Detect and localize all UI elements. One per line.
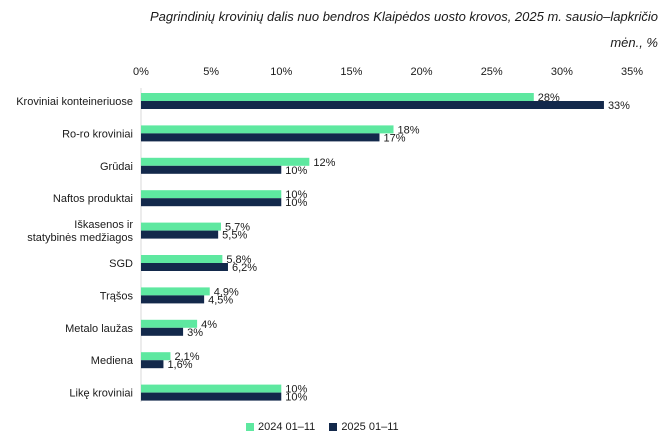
data-label: 10%: [285, 165, 307, 177]
data-label: 17%: [383, 132, 405, 144]
bar-2024: [141, 255, 223, 263]
data-label: 2,1%: [174, 351, 199, 363]
x-tick-label: 15%: [340, 66, 362, 78]
bar-2025: [141, 263, 228, 271]
legend-label-2024: 2024 01–11: [258, 421, 316, 433]
data-label: 10%: [285, 392, 307, 404]
category-label: Mediena: [91, 355, 134, 367]
x-tick-label: 10%: [270, 66, 292, 78]
category-label: Likę kroviniai: [69, 388, 133, 400]
data-label: 4,5%: [208, 294, 233, 306]
category-label: SGD: [109, 258, 133, 270]
bar-2024: [141, 190, 282, 199]
bar-2025: [141, 392, 282, 401]
data-label: 10%: [285, 384, 307, 396]
bar-2025: [141, 165, 282, 174]
legend-label-2025: 2025 01–11: [341, 421, 399, 433]
x-tick-label: 20%: [411, 66, 433, 78]
x-tick-label: 25%: [481, 66, 503, 78]
bar-2024: [141, 287, 210, 296]
data-label: 5,5%: [222, 230, 247, 242]
bar-2024: [141, 157, 310, 166]
bar-2025: [141, 101, 604, 109]
bar-2025: [141, 230, 219, 239]
category-label: Metalo laužas: [65, 323, 133, 335]
data-label: 3%: [187, 327, 203, 339]
chart-title-line-1: Pagrindinių krovinių dalis nuo bendros K…: [149, 9, 658, 24]
bar-2024: [141, 384, 282, 393]
legend-item-2024: 2024 01–11: [246, 421, 315, 433]
data-label: 4%: [201, 319, 217, 331]
data-label: 5,8%: [226, 254, 251, 266]
bar-2025: [141, 327, 184, 336]
legend: 2024 01–11 2025 01–11: [246, 421, 399, 433]
category-label: Kroviniai konteineriuose: [16, 96, 133, 108]
data-label: 5,7%: [225, 222, 250, 234]
legend-swatch-2025: [329, 423, 338, 431]
bar-2025: [141, 198, 282, 207]
legend-swatch-2024: [246, 423, 254, 431]
bar-2024: [141, 319, 198, 328]
category-label: Grūdai: [100, 161, 133, 173]
data-label: 4,9%: [214, 286, 239, 298]
data-label: 10%: [285, 197, 307, 209]
legend-item-2025: 2025 01–11: [329, 421, 399, 433]
category-label: statybinės medžiagos: [27, 232, 133, 244]
x-tick-label: 30%: [551, 66, 573, 78]
x-tick-label: 35%: [621, 66, 643, 78]
data-label: 10%: [285, 189, 307, 201]
data-label: 6,2%: [232, 262, 257, 274]
bar-2024: [141, 222, 221, 231]
category-label: Ro-ro kroviniai: [62, 128, 133, 140]
x-tick-label: 0%: [133, 66, 149, 78]
data-label: 18%: [398, 124, 420, 136]
data-label: 1,6%: [167, 359, 192, 371]
data-label: 12%: [313, 157, 335, 169]
bar-2025: [141, 295, 205, 304]
category-label: Trąšos: [100, 290, 134, 302]
x-tick-label: 5%: [203, 66, 219, 78]
bar-2024: [141, 125, 394, 134]
chart-title-line-2: mėn., %: [610, 35, 658, 50]
bar-2024: [141, 93, 534, 101]
bar-2024: [141, 352, 171, 361]
category-label: Naftos produktai: [53, 193, 133, 205]
bar-2025: [141, 133, 380, 142]
data-label: 33%: [608, 100, 630, 112]
bar-2025: [141, 360, 164, 369]
category-label: Iškasenos ir: [74, 219, 133, 231]
